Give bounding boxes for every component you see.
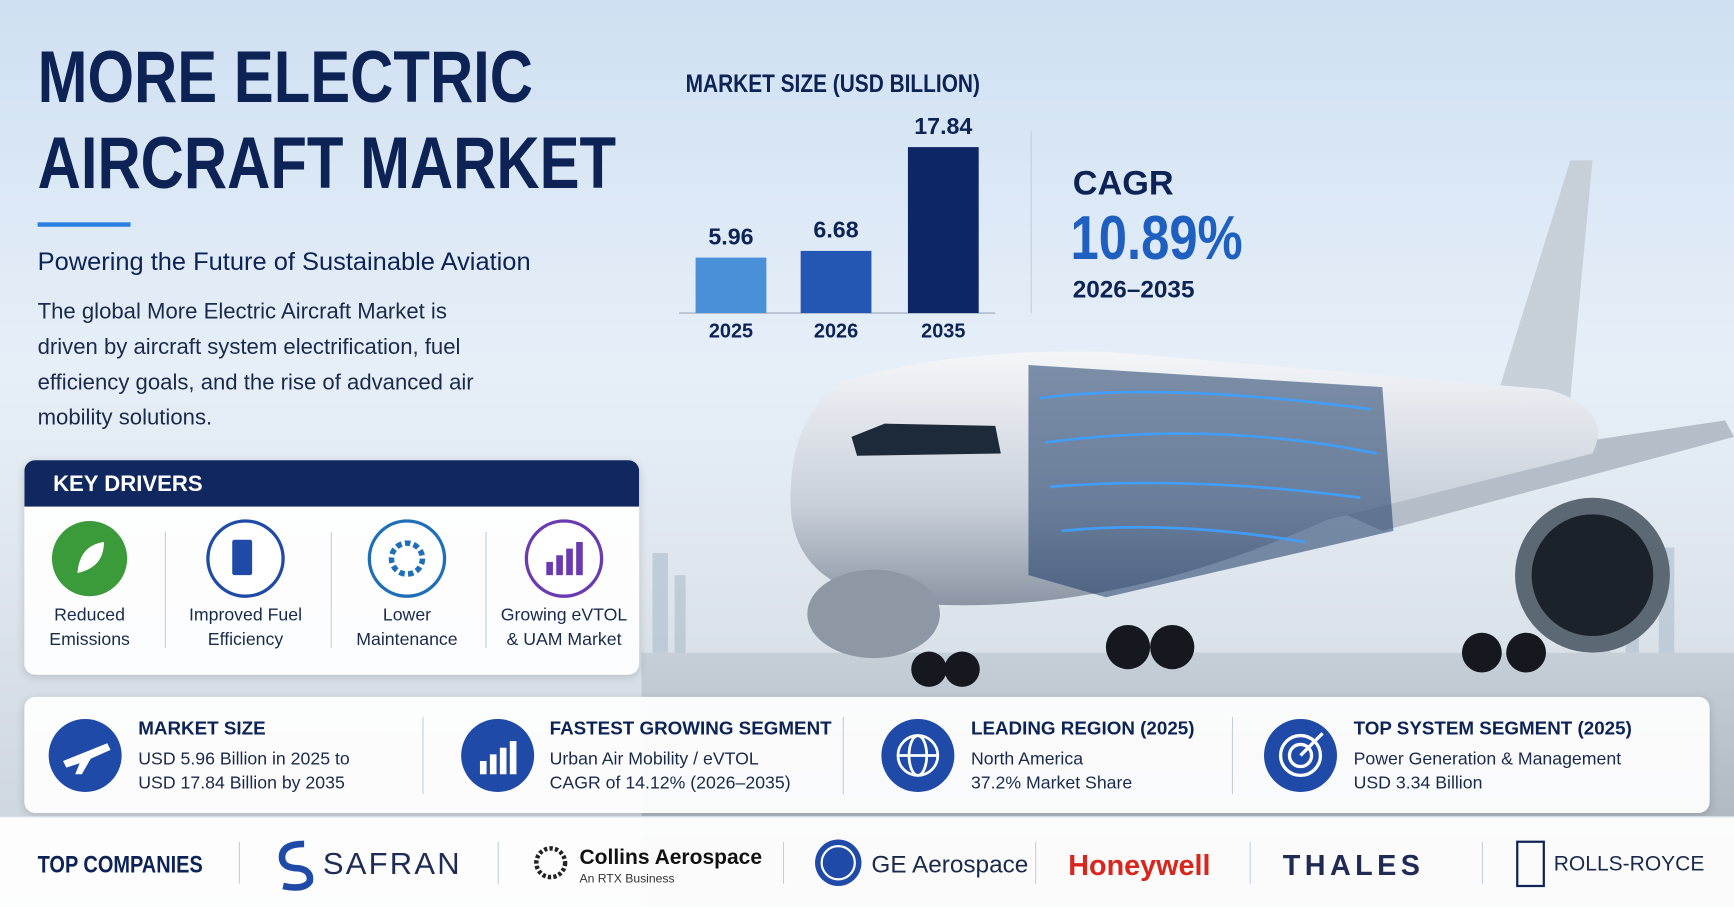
driver-label: Lower Maintenance [356,606,458,650]
driver-label: Growing eVTOL & UAM Market [500,606,628,650]
title-line: AIRCRAFT MARKET [37,121,617,204]
bar [907,147,979,314]
chart-title: MARKET SIZE (USD BILLION) [685,68,980,98]
stat-line: North America [970,749,1084,769]
accent-rule [37,222,131,227]
description: The global More Electric Aircraft Market… [37,299,474,431]
x-tick-label: 2026 [814,320,858,342]
company-name: GE Aerospace [871,850,1029,879]
cagr-label: CAGR [1072,163,1174,203]
key-drivers-title: KEY DRIVERS [53,472,203,497]
companies-title: TOP COMPANIES [37,850,203,879]
stat-line: Urban Air Mobility / eVTOL [549,749,759,769]
company-tagline: An RTX Business [579,872,675,886]
stat-line: 37.2% Market Share [970,774,1133,794]
key-drivers-card: KEY DRIVERS Reduced Emissions Improved F… [24,460,640,675]
driver-icons [51,519,604,598]
stats-bar [24,696,1710,813]
key-drivers-header: KEY DRIVERS [24,460,640,507]
stat-line: Power Generation & Management [1353,749,1622,769]
subtitle: Powering the Future of Sustainable Aviat… [37,246,531,276]
company-name: Collins Aerospace [579,846,763,870]
company-name: Honeywell [1068,848,1211,882]
title-line: MORE ELECTRIC [37,35,534,118]
stat-line: USD 17.84 Billion by 2035 [138,774,345,794]
x-tick-label: 2025 [709,320,753,342]
bar [800,250,872,314]
driver-label: Improved Fuel Efficiency [188,606,303,650]
bar [695,257,767,314]
stat-line: USD 3.34 Billion [1353,774,1483,794]
stat-icons [48,718,1337,792]
company-name: ROLLS-ROYCE [1553,852,1705,877]
cagr-period: 2026–2035 [1072,275,1195,304]
company-name: THALES [1282,848,1425,882]
value-label: 6.68 [813,217,858,243]
companies-bar: TOP COMPANIES SAFRAN Collins Aerospace A… [0,816,1734,907]
cagr-value: 10.89% [1070,202,1243,273]
x-tick-label: 2035 [921,320,965,342]
stat-title: LEADING REGION (2025) [970,717,1195,739]
stat-title: MARKET SIZE [138,717,266,739]
company-logos [278,839,1545,891]
company-name: SAFRAN [322,846,462,881]
stat-title: FASTEST GROWING SEGMENT [549,717,832,739]
stat-title: TOP SYSTEM SEGMENT (2025) [1353,717,1632,739]
bar-chart: 5.96 2025 6.68 2026 17.84 2035 [679,113,996,342]
driver-label: Reduced Emissions [49,606,130,650]
value-label: 5.96 [708,223,753,249]
stat-line: USD 5.96 Billion in 2025 to [138,749,350,769]
stat-line: CAGR of 14.12% (2026–2035) [549,774,791,794]
value-label: 17.84 [914,113,972,139]
